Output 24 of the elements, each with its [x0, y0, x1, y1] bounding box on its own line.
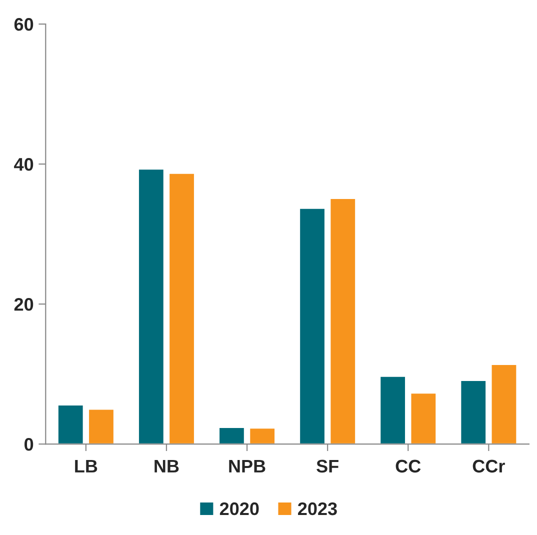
legend-label: 2020	[220, 502, 259, 516]
x-tick-label: NB	[154, 460, 179, 472]
legend-label: 2023	[298, 502, 337, 516]
y-tick-label: 20	[14, 298, 34, 311]
bar	[218, 426, 246, 444]
x-tick-label: CC	[396, 460, 421, 473]
bar	[138, 168, 165, 444]
bar	[248, 427, 276, 444]
y-tick-label: 0	[24, 438, 34, 451]
y-tick-label: 60	[14, 18, 34, 31]
y-tick-label: 40	[14, 158, 34, 171]
bar	[379, 375, 406, 444]
bar	[490, 364, 518, 444]
bar	[410, 392, 438, 444]
bar	[329, 198, 356, 444]
x-tick-label: SF	[316, 460, 338, 473]
bar	[88, 408, 115, 444]
x-tick-label: NPB	[229, 460, 266, 472]
bar	[57, 404, 84, 444]
bar	[168, 172, 196, 444]
bar	[460, 380, 487, 444]
x-tick-label: CCr	[472, 460, 505, 473]
x-tick-label: LB	[75, 460, 98, 472]
bar	[298, 207, 326, 444]
